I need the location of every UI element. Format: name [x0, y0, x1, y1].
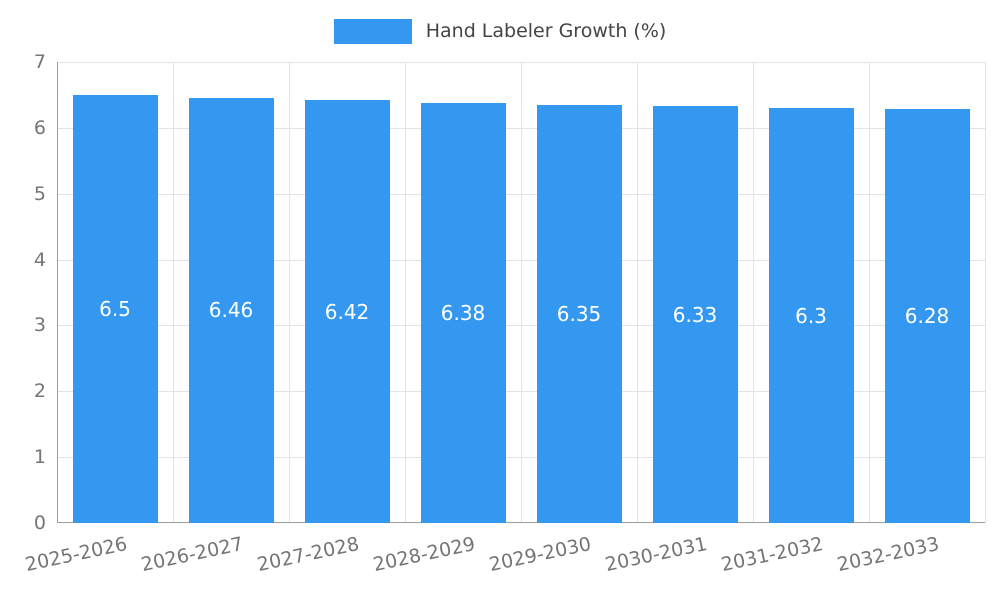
bar-value-label: 6.46	[208, 298, 254, 323]
chart-legend[interactable]: Hand Labeler Growth (%)	[0, 16, 1000, 46]
gridline-v	[869, 62, 870, 523]
bar-value-label: 6.38	[440, 300, 486, 325]
gridline-v	[753, 62, 754, 523]
bar[interactable]: 6.3	[768, 108, 854, 523]
x-axis-label: 2029-2030	[487, 533, 594, 577]
plot-area: 6.5 6.46 6.42 6.38 6.35 6.33 6.3 6.28	[57, 62, 986, 523]
y-tick-label: 0	[33, 512, 46, 534]
gridline-v	[405, 62, 406, 523]
bar-value-label: 6.35	[556, 301, 602, 326]
bar[interactable]: 6.28	[884, 109, 970, 523]
x-axis-label: 2031-2032	[719, 533, 826, 577]
x-axis-label: 2026-2027	[139, 533, 246, 577]
bar[interactable]: 6.5	[72, 94, 158, 523]
bar[interactable]: 6.33	[652, 106, 738, 523]
x-axis-label: 2027-2028	[255, 533, 362, 577]
bar[interactable]: 6.38	[420, 102, 506, 523]
y-tick-label: 7	[33, 51, 46, 73]
gridline-v	[173, 62, 174, 523]
gridline-v	[985, 62, 986, 523]
x-axis-label: 2025-2026	[23, 533, 130, 577]
bar-value-label: 6.5	[99, 296, 131, 321]
y-tick-label: 3	[33, 314, 46, 337]
bar-value-label: 6.42	[324, 299, 370, 324]
gridline-v	[289, 62, 290, 523]
bar-value-label: 6.28	[904, 304, 950, 329]
y-tick-label: 1	[33, 446, 46, 469]
y-tick-label: 6	[33, 116, 46, 139]
x-axis-label: 2030-2031	[603, 533, 710, 577]
y-tick-label: 5	[33, 182, 46, 205]
bar-value-label: 6.33	[672, 302, 718, 327]
legend-label: Hand Labeler Growth (%)	[425, 20, 667, 42]
legend-swatch[interactable]	[333, 18, 412, 44]
bar[interactable]: 6.46	[188, 97, 274, 523]
bar[interactable]: 6.35	[536, 104, 622, 523]
y-tick-label: 2	[33, 380, 46, 403]
x-axis-line	[57, 522, 985, 523]
x-axis-label: 2028-2029	[371, 533, 478, 577]
gridline-v	[521, 62, 522, 523]
bar[interactable]: 6.42	[304, 100, 390, 523]
x-axis-label: 2032-2033	[835, 533, 942, 577]
bar-value-label: 6.3	[795, 303, 827, 328]
gridline-v	[637, 62, 638, 523]
y-tick-label: 4	[33, 248, 46, 271]
y-axis-line	[57, 62, 58, 523]
